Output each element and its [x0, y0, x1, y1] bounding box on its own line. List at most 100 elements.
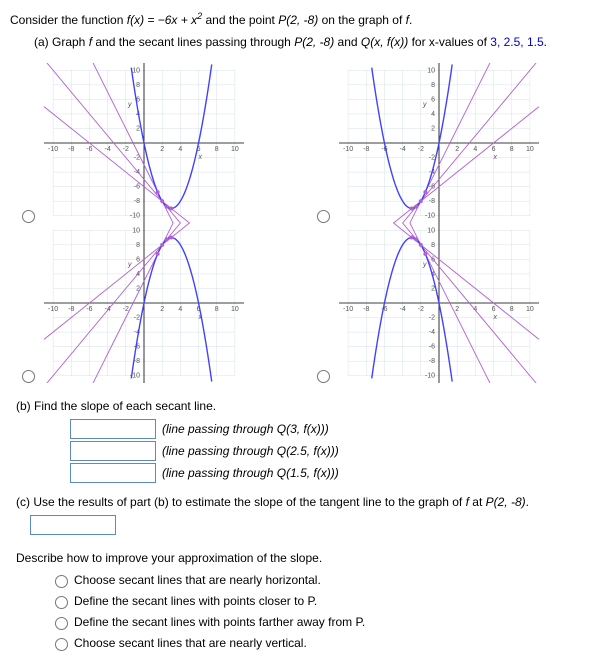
choice-1[interactable]: Choose secant lines that are nearly hori…: [50, 572, 600, 588]
svg-text:10: 10: [132, 227, 140, 234]
part-a: (a) Graph f and the secant lines passing…: [34, 33, 600, 51]
graph-options: -10 -8 -6 -4 -2 2 4 6 8 10 2 4 6 8 10 -2 -4 -6 -8 -10 x y -10…: [10, 63, 600, 383]
svg-text:2: 2: [455, 306, 459, 313]
svg-text:4: 4: [431, 111, 435, 118]
svg-text:8: 8: [215, 146, 219, 153]
svg-text:6: 6: [431, 96, 435, 103]
svg-text:x: x: [198, 154, 203, 161]
svg-text:-2: -2: [123, 306, 129, 313]
svg-text:2: 2: [455, 146, 459, 153]
intro-post: on the graph of: [322, 13, 406, 27]
svg-text:2: 2: [431, 125, 435, 132]
svg-text:-2: -2: [418, 146, 424, 153]
svg-text:2: 2: [160, 146, 164, 153]
svg-text:y: y: [422, 262, 427, 269]
svg-text:-10: -10: [425, 373, 435, 380]
svg-text:2: 2: [136, 125, 140, 132]
svg-text:-6: -6: [86, 306, 92, 313]
svg-text:-10: -10: [425, 213, 435, 220]
svg-text:-4: -4: [400, 306, 406, 313]
svg-text:-10: -10: [130, 213, 140, 220]
svg-text:x: x: [493, 314, 498, 321]
graph-option-3: -10-8-6-4-2246810246810-2-4-6-8-10xy: [10, 223, 305, 383]
graph-radio-1[interactable]: [22, 210, 35, 223]
svg-text:-6: -6: [429, 344, 435, 351]
svg-text:8: 8: [215, 306, 219, 313]
graph-radio-2[interactable]: [317, 210, 330, 223]
svg-text:-2: -2: [418, 306, 424, 313]
svg-text:y: y: [127, 262, 132, 269]
graph-svg-4: -10-8-6-4-2246810246810-2-4-6-8-10xy: [339, 223, 539, 383]
graph-option-4: -10-8-6-4-2246810246810-2-4-6-8-10xy: [305, 223, 600, 383]
part-c: (c) Use the results of part (b) to estim…: [16, 493, 600, 511]
svg-text:-8: -8: [429, 358, 435, 365]
slope-desc-3: (line passing through Q(1.5, f(x))): [162, 466, 339, 480]
svg-text:10: 10: [231, 306, 239, 313]
slope-desc-2: (line passing through Q(2.5, f(x))): [162, 444, 339, 458]
slope-input-1[interactable]: [70, 419, 156, 439]
svg-text:8: 8: [510, 146, 514, 153]
svg-text:10: 10: [526, 146, 534, 153]
svg-text:6: 6: [136, 256, 140, 263]
slope-input-3[interactable]: [70, 463, 156, 483]
svg-text:-6: -6: [86, 146, 92, 153]
svg-text:8: 8: [136, 242, 140, 249]
graph-svg-1: -10-8-6-4-2246810246810-2-4-6-8-10xy: [44, 63, 244, 223]
svg-text:-8: -8: [68, 146, 74, 153]
svg-text:8: 8: [510, 306, 514, 313]
graph-radio-4[interactable]: [317, 370, 330, 383]
choice-radio-1[interactable]: [55, 575, 68, 588]
svg-text:4: 4: [473, 146, 477, 153]
intro-mid: and the point: [205, 13, 278, 27]
choice-radio-2[interactable]: [55, 596, 68, 609]
svg-text:-4: -4: [429, 329, 435, 336]
svg-text:-2: -2: [429, 155, 435, 162]
describe-choices: Choose secant lines that are nearly hori…: [50, 572, 600, 651]
svg-text:-10: -10: [343, 146, 353, 153]
slope-desc-1: (line passing through Q(3, f(x))): [162, 422, 329, 436]
svg-text:6: 6: [492, 146, 496, 153]
slope-row-3: (line passing through Q(1.5, f(x))): [70, 463, 600, 483]
svg-text:-8: -8: [363, 146, 369, 153]
choice-2[interactable]: Define the secant lines with points clos…: [50, 593, 600, 609]
svg-text:10: 10: [526, 306, 534, 313]
svg-text:-2: -2: [123, 146, 129, 153]
describe-prompt: Describe how to improve your approximati…: [16, 549, 600, 567]
svg-text:y: y: [422, 102, 427, 109]
svg-text:10: 10: [132, 67, 140, 74]
svg-text:6: 6: [492, 306, 496, 313]
svg-text:8: 8: [431, 82, 435, 89]
intro-pre: Consider the function: [10, 13, 127, 27]
svg-text:-8: -8: [429, 198, 435, 205]
svg-text:4: 4: [178, 306, 182, 313]
part-b-label: (b) Find the slope of each secant line.: [16, 397, 600, 415]
svg-text:y: y: [127, 102, 132, 109]
tangent-slope-input[interactable]: [30, 515, 116, 535]
func-def: f(x) = −6x + x2: [127, 13, 202, 27]
svg-text:8: 8: [431, 242, 435, 249]
svg-text:10: 10: [231, 146, 239, 153]
svg-text:-4: -4: [105, 146, 111, 153]
choice-radio-4[interactable]: [55, 638, 68, 651]
graph-option-2: -10-8-6-4-2246810246810-2-4-6-8-10xy: [305, 63, 600, 223]
graph-radio-3[interactable]: [22, 370, 35, 383]
svg-text:x: x: [493, 154, 498, 161]
slope-input-2[interactable]: [70, 441, 156, 461]
slope-row-1: (line passing through Q(3, f(x))): [70, 419, 600, 439]
problem-statement: Consider the function f(x) = −6x + x2 an…: [10, 10, 600, 29]
svg-text:2: 2: [431, 285, 435, 292]
tangent-slope-row: [30, 515, 600, 535]
svg-text:10: 10: [427, 67, 435, 74]
svg-text:-10: -10: [343, 306, 353, 313]
svg-text:-2: -2: [134, 315, 140, 322]
choice-4[interactable]: Choose secant lines that are nearly vert…: [50, 635, 600, 651]
svg-text:4: 4: [178, 146, 182, 153]
point-p: P(2, -8): [278, 13, 318, 27]
graph-svg-2: -10-8-6-4-2246810246810-2-4-6-8-10xy: [339, 63, 539, 223]
svg-text:2: 2: [160, 306, 164, 313]
svg-text:-8: -8: [134, 198, 140, 205]
svg-text:10: 10: [427, 227, 435, 234]
svg-text:-10: -10: [48, 146, 58, 153]
graph-svg-3: -10-8-6-4-2246810246810-2-4-6-8-10xy: [44, 223, 244, 383]
choice-radio-3[interactable]: [55, 617, 68, 630]
